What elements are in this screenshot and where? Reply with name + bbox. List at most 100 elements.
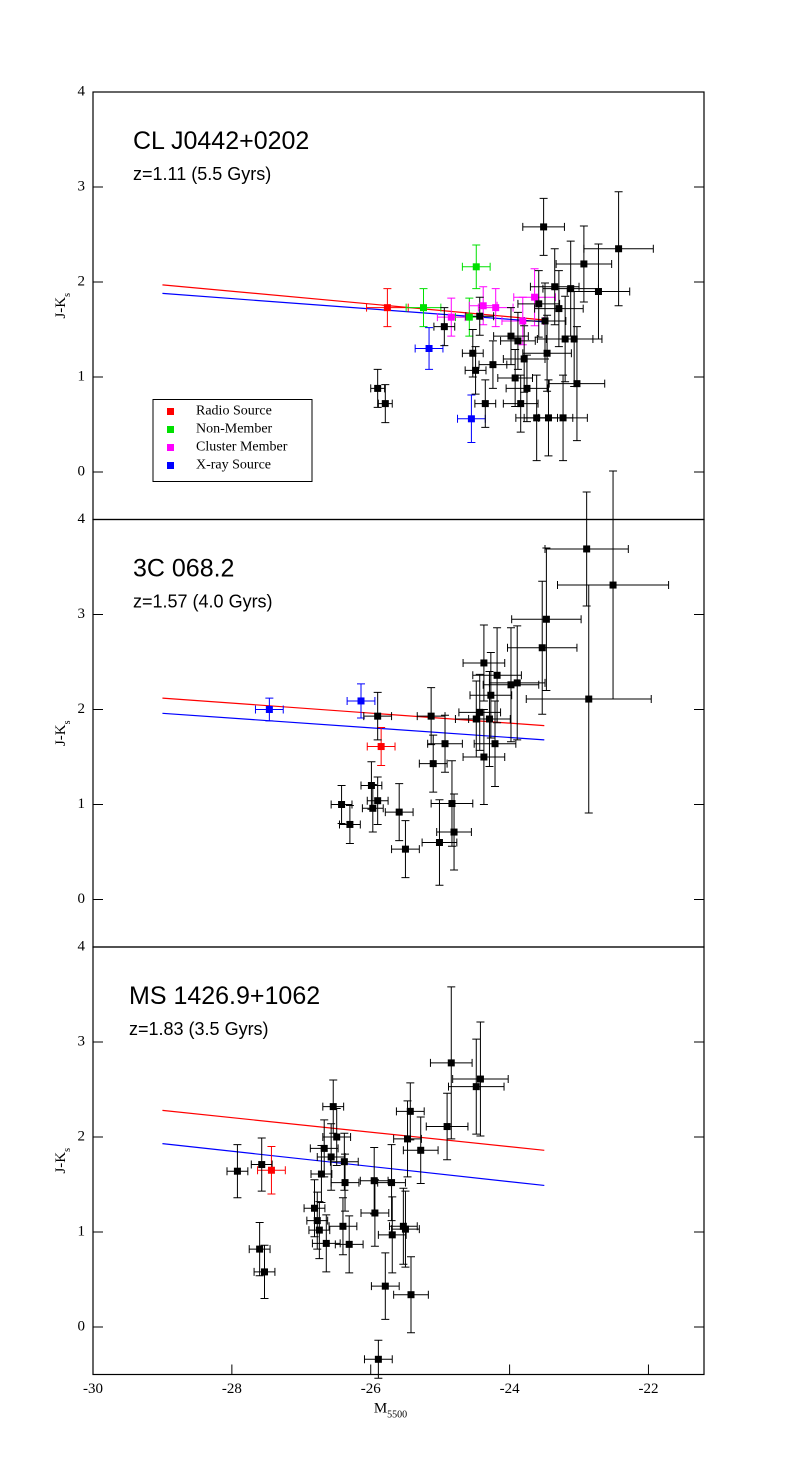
data-point: [346, 820, 354, 828]
y-axis-label: J-Ks: [53, 293, 72, 319]
data-point: [406, 1107, 414, 1115]
data-point: [345, 1240, 353, 1248]
data-point: [531, 293, 539, 301]
data-point: [492, 304, 500, 312]
data-point: [265, 706, 273, 713]
data-point: [514, 337, 522, 345]
data-point: [425, 345, 433, 352]
data-point: [520, 355, 528, 363]
data-point: [542, 615, 550, 623]
data-point: [480, 753, 488, 761]
data-point: [407, 1291, 415, 1299]
data-point: [383, 304, 391, 312]
data-point: [538, 644, 546, 652]
data-point: [419, 304, 427, 312]
data-point: [377, 743, 385, 751]
data-point: [401, 1225, 409, 1233]
y-axis-label-main: J-K: [53, 1152, 69, 1174]
y-axis-label-main: J-K: [53, 297, 69, 319]
data-point: [469, 349, 477, 357]
data-point: [573, 380, 581, 388]
panel-title: CL J0442+0202: [133, 127, 309, 155]
error-bar: [363, 691, 393, 741]
data-point: [317, 1170, 325, 1178]
data-point: [447, 313, 455, 321]
data-point: [472, 366, 480, 374]
data-point: [310, 1204, 318, 1212]
data-point: [320, 1144, 328, 1152]
data-point: [570, 335, 578, 343]
legend-label: Cluster Member: [196, 440, 288, 455]
data-point: [561, 335, 569, 343]
data-point: [338, 801, 346, 808]
x-axis-label-sub: 5500: [387, 1409, 407, 1420]
data-point: [440, 323, 448, 331]
data-point: [258, 1161, 266, 1169]
data-point: [388, 1179, 396, 1187]
panel-subtitle: z=1.11 (5.5 Gyrs): [133, 164, 271, 184]
data-point: [340, 1158, 348, 1166]
error-bar: [248, 1222, 271, 1277]
x-axis-label-main: M: [374, 1401, 387, 1417]
data-point: [267, 1166, 275, 1174]
data-point: [523, 384, 531, 392]
data-point: [381, 1282, 389, 1290]
data-point: [374, 1355, 382, 1363]
y-tick-label: 1: [78, 368, 86, 384]
data-point: [313, 1217, 321, 1225]
data-point: [472, 1083, 480, 1091]
y-axis-label: J-Ks: [53, 1148, 72, 1174]
data-point: [327, 1153, 335, 1161]
legend-label: X-ray Source: [196, 458, 271, 473]
data-point: [417, 1146, 425, 1154]
data-point: [374, 797, 382, 805]
data-point: [388, 1231, 396, 1239]
data-point: [371, 1209, 379, 1217]
data-point: [374, 712, 382, 720]
y-axis-label-sub: s: [62, 1148, 73, 1152]
data-point: [357, 697, 365, 705]
panel-title: MS 1426.9+1062: [129, 982, 320, 1010]
error-bar: [338, 804, 361, 844]
data-point: [404, 1135, 412, 1143]
data-point: [339, 1222, 347, 1230]
data-point: [467, 415, 475, 423]
error-bar: [250, 1137, 273, 1192]
plot-frame: [92, 946, 705, 1376]
data-point: [535, 300, 543, 308]
data-point: [540, 223, 548, 231]
legend-label: Radio Source: [196, 404, 272, 419]
data-point: [341, 1179, 349, 1187]
legend-swatch: [167, 462, 174, 469]
data-point: [513, 679, 521, 687]
y-tick-label: 1: [78, 1223, 86, 1239]
data-point: [447, 1059, 455, 1067]
data-point: [448, 800, 456, 808]
data-point: [517, 400, 525, 408]
fit-line: [162, 697, 545, 727]
legend-swatch: [167, 444, 174, 451]
data-point: [476, 1075, 484, 1083]
data-point: [465, 313, 473, 321]
error-bar: [462, 709, 506, 805]
data-point: [485, 715, 493, 723]
data-point: [507, 681, 515, 689]
data-point: [555, 305, 563, 313]
data-point: [544, 414, 552, 422]
fit-line: [162, 1109, 545, 1151]
y-tick-label: 0: [78, 463, 86, 479]
data-point: [370, 1177, 378, 1185]
data-point: [507, 332, 515, 340]
data-point: [580, 260, 588, 268]
data-point: [369, 804, 377, 812]
data-point: [256, 1245, 264, 1253]
error-bar: [436, 297, 466, 337]
y-tick-label: 0: [78, 1318, 86, 1334]
y-axis-label-main: J-K: [53, 724, 69, 746]
x-tick-label: -28: [222, 1381, 242, 1397]
x-tick-label: -22: [638, 1381, 658, 1397]
panel-subtitle: z=1.57 (4.0 Gyrs): [133, 592, 273, 612]
error-bar: [370, 368, 386, 408]
x-tick-label: -24: [500, 1381, 520, 1397]
data-point: [260, 1268, 268, 1276]
